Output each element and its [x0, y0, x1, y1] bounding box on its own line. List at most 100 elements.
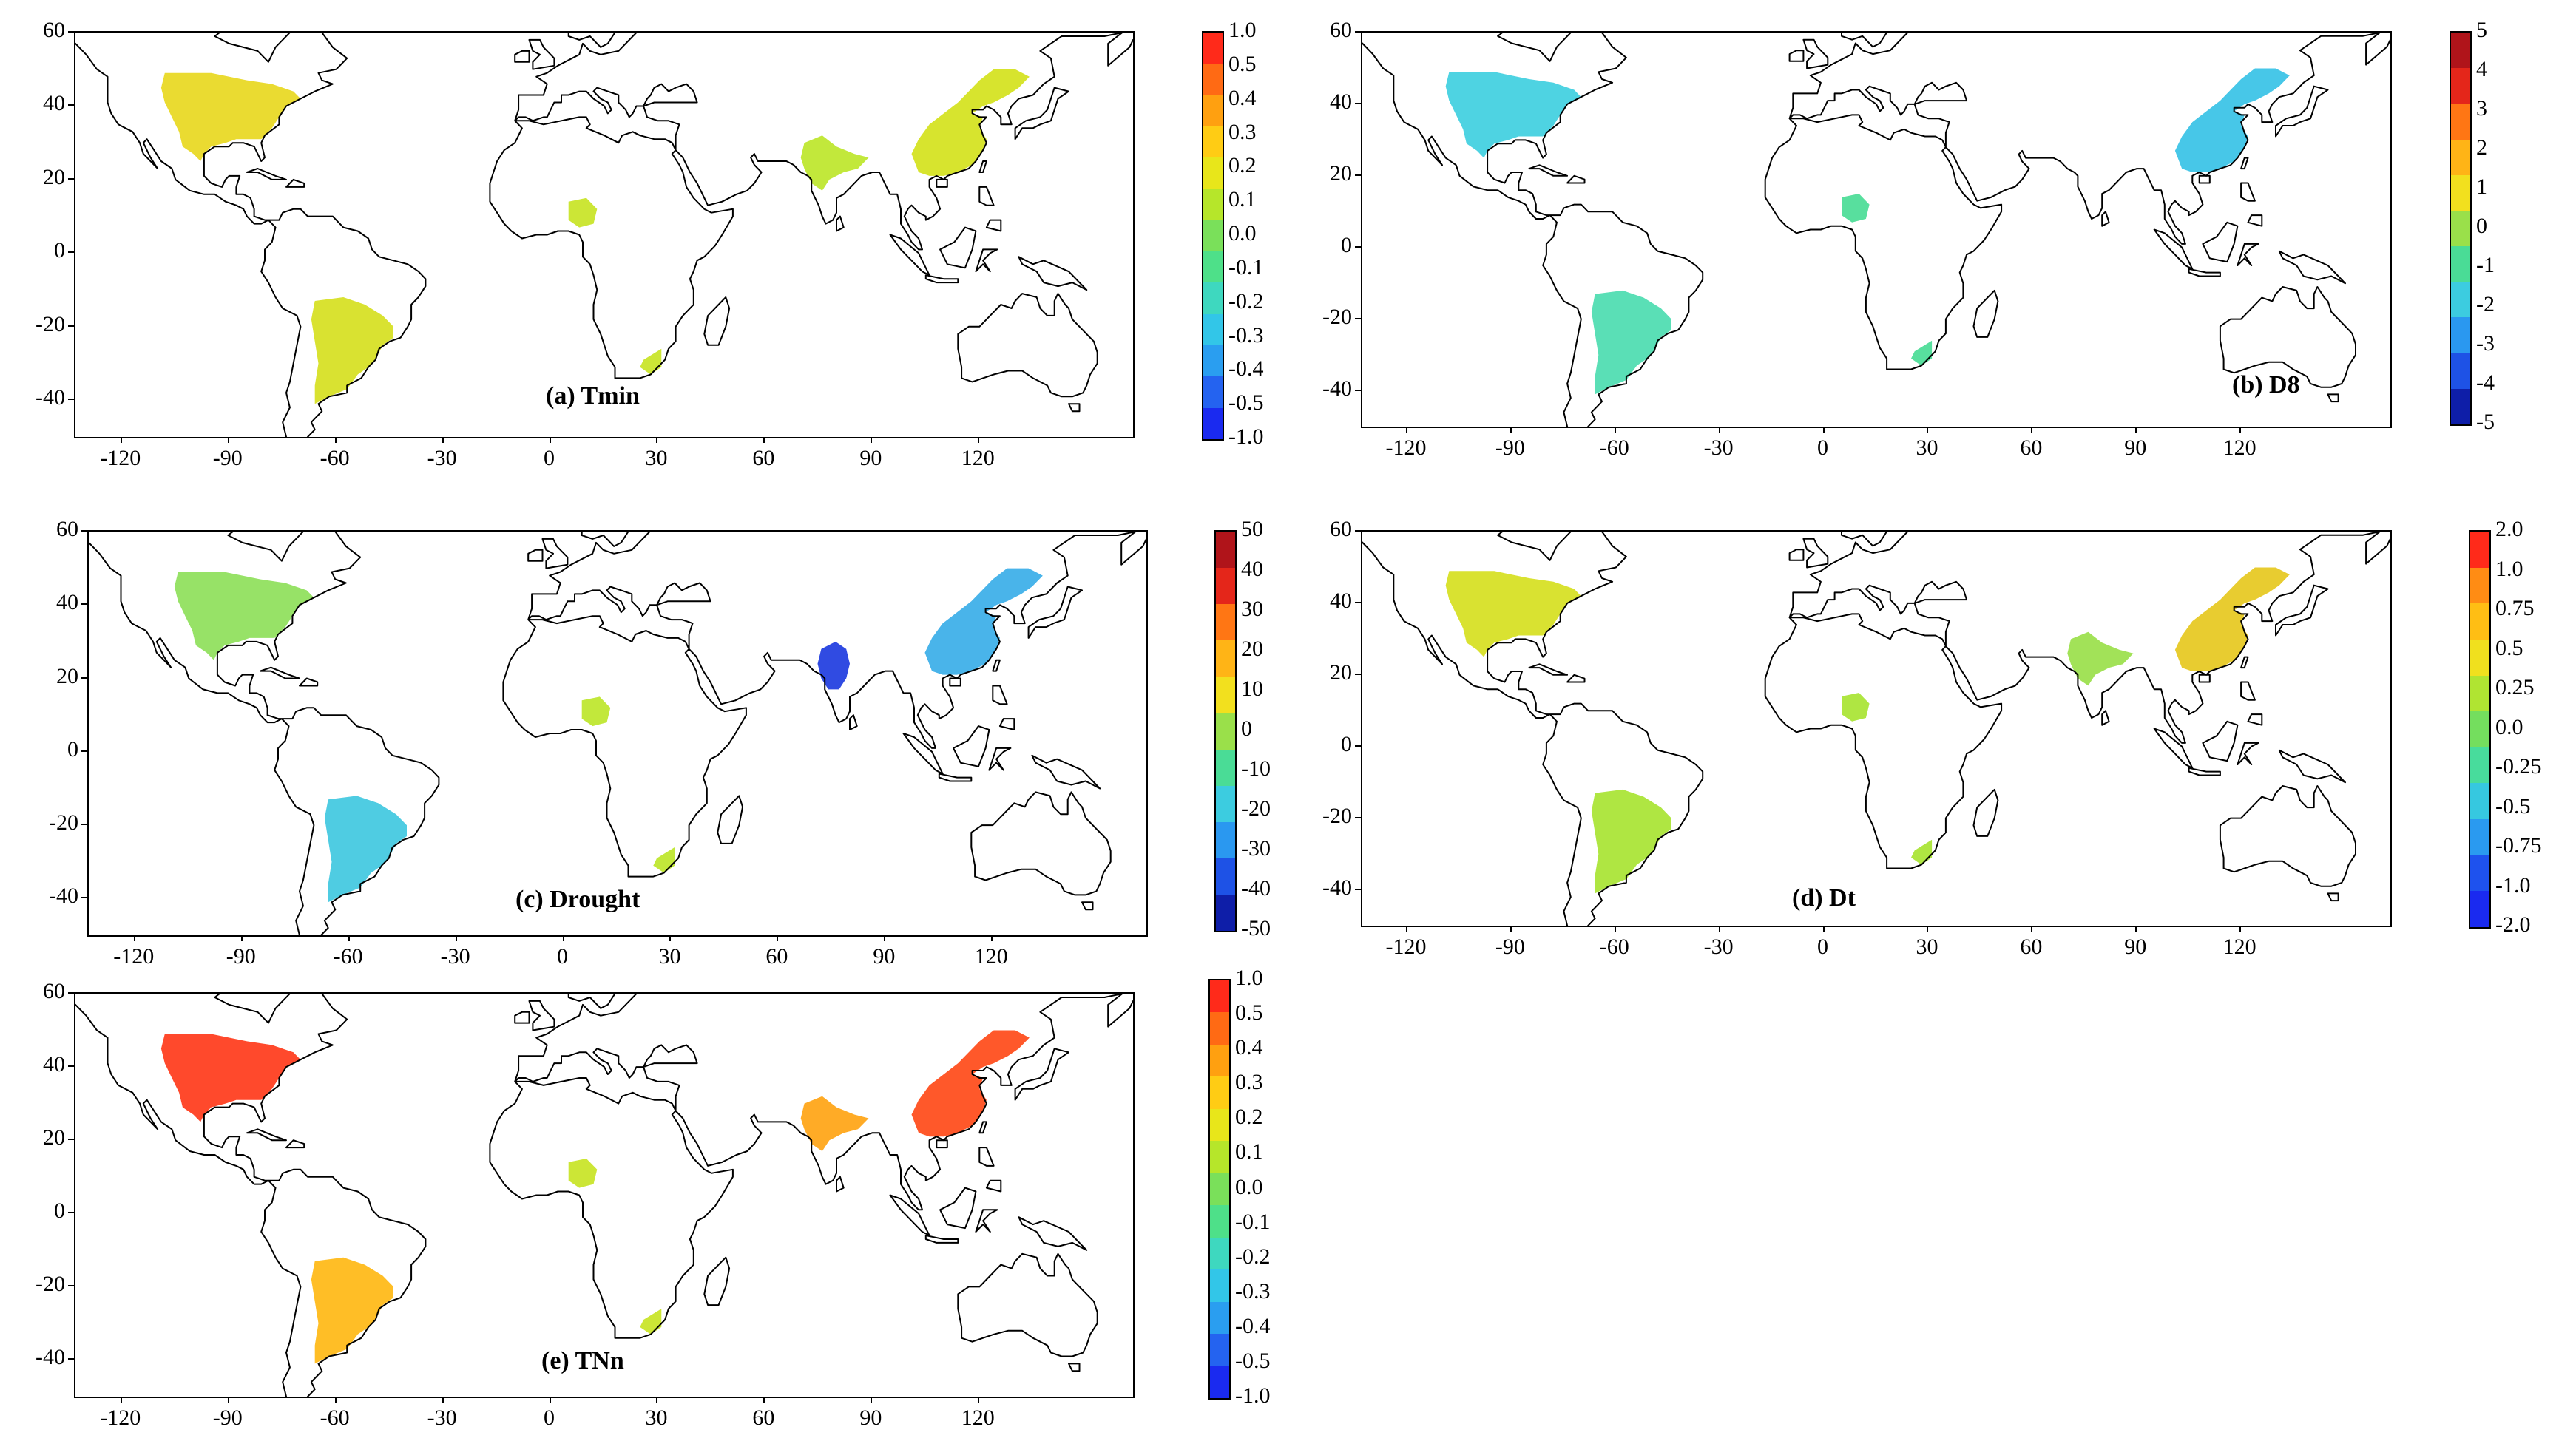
x-tick-mark: [884, 935, 886, 941]
coastline-ireland: [527, 549, 544, 562]
x-tick-label: 30: [658, 944, 681, 969]
x-tick-label: -120: [113, 944, 155, 969]
x-tick-label: -120: [1385, 435, 1427, 460]
colorbar-segment: [2470, 855, 2489, 892]
colorbar-segment: [2451, 68, 2470, 104]
region-africa-patch: [1911, 839, 1933, 865]
coastline-americas: [1362, 33, 1704, 427]
colorbar-tick-label: -2.0: [2495, 912, 2531, 937]
colorbar-tick-label: 4: [2476, 57, 2487, 81]
colorbar-segment: [1216, 894, 1235, 932]
colorbar-tick-label: 0.5: [2495, 635, 2523, 660]
y-tick-label: -40: [1322, 376, 1352, 401]
y-tick-mark: [68, 251, 74, 254]
colorbar-segment: [2451, 104, 2470, 140]
x-tick-label: 120: [961, 1406, 995, 1430]
x-tick-label: 30: [1916, 935, 1938, 959]
y-tick-label: 0: [54, 1198, 65, 1224]
y-tick-mark: [81, 897, 87, 899]
colorbar-tick-label: 10: [1241, 677, 1263, 701]
colorbar-segment: [2470, 747, 2489, 784]
coastline-tasmania: [1068, 1363, 1081, 1372]
x-tick-mark: [1406, 427, 1408, 433]
y-tick-mark: [1355, 816, 1361, 818]
coastline-uk: [528, 38, 555, 70]
y-tick-mark: [81, 677, 87, 679]
colorbar-tick-label: -30: [1241, 836, 1271, 861]
coastline-australia: [2219, 286, 2356, 388]
region-south-america: [1591, 789, 1671, 894]
colorbar-tick-label: 0.3: [1228, 119, 1257, 144]
colorbar-tick-label: 0.2: [1235, 1105, 1263, 1130]
x-tick-mark: [1822, 926, 1825, 932]
x-tick-mark: [549, 437, 551, 443]
colorbar-tick-label: -0.3: [1228, 322, 1264, 347]
coastline-sri-lanka: [849, 714, 858, 730]
map-e: [74, 992, 1135, 1398]
x-tick-mark: [2135, 427, 2137, 433]
colorbar-tick-label: -2: [2476, 292, 2495, 316]
region-east-asia: [924, 568, 1043, 675]
region-south-america: [311, 1257, 393, 1364]
region-africa: [581, 696, 611, 727]
colorbar-segment: [1210, 1237, 1229, 1270]
y-tick-mark: [68, 1139, 74, 1141]
y-tick-mark: [1355, 245, 1361, 248]
x-tick-label: 90: [873, 944, 896, 969]
coastline-cuba: [259, 666, 300, 679]
y-tick-label: 40: [43, 1052, 65, 1077]
x-tick-label: -90: [226, 944, 256, 969]
colorbar-tick-label: 0.4: [1228, 85, 1257, 110]
colorbar-tick-label: 0.1: [1228, 187, 1257, 212]
coastline-tasmania: [1081, 901, 1094, 911]
y-tick-mark: [81, 750, 87, 752]
y-tick-mark: [68, 1212, 74, 1214]
map-d: [1361, 530, 2392, 927]
region-north-america: [1445, 571, 1581, 657]
colorbar-tick-label: 50: [1241, 517, 1263, 541]
coastline-madagascar: [1972, 289, 1999, 338]
x-tick-label: 60: [752, 446, 775, 470]
x-tick-mark: [2031, 926, 2033, 932]
coastline-taiwan: [978, 160, 987, 173]
region-north-america: [174, 572, 314, 660]
coastline-new-guinea: [1018, 1216, 1088, 1251]
coastline-sri-lanka: [2101, 710, 2110, 726]
y-tick-label: 40: [56, 590, 78, 615]
coastline-cuba: [246, 168, 287, 180]
coastline-luzon: [978, 186, 995, 206]
colorbar-tick-label: -1.0: [1235, 1383, 1271, 1408]
y-tick-label: 40: [1330, 89, 1352, 114]
y-tick-label: 20: [43, 164, 65, 189]
coastline-java: [924, 1235, 959, 1244]
coastline-java: [938, 773, 973, 782]
y-tick-mark: [68, 177, 74, 180]
y-tick-mark: [68, 325, 74, 327]
coastline-cuba: [1528, 663, 1569, 676]
colorbar-tick-label: 0.4: [1235, 1035, 1263, 1060]
x-tick-mark: [1510, 926, 1512, 932]
coastline-luzon: [978, 1147, 995, 1167]
colorbar-segment: [2470, 675, 2489, 712]
y-tick-label: -40: [36, 385, 65, 410]
x-tick-label: 60: [765, 944, 788, 969]
y-tick-mark: [1355, 31, 1361, 33]
colorbar-segment: [1216, 677, 1235, 713]
colorbar-tick-label: -4: [2476, 370, 2495, 395]
coastline-java: [2188, 268, 2221, 277]
x-tick-mark: [1614, 926, 1616, 932]
colorbar-segment: [1203, 33, 1223, 64]
coastline-java: [924, 274, 959, 284]
coastline-mindanao: [2247, 214, 2263, 227]
colorbar-tick-label: 1.0: [1228, 18, 1257, 42]
y-tick-label: -20: [49, 810, 78, 835]
y-tick-mark: [1355, 174, 1361, 176]
colorbar-tick-label: -0.1: [1235, 1209, 1271, 1234]
x-tick-mark: [442, 1397, 444, 1403]
coastline-australia: [957, 1252, 1098, 1357]
x-tick-mark: [978, 1397, 980, 1403]
colorbar-segment: [2470, 891, 2489, 928]
map-c: [87, 530, 1148, 937]
y-tick-label: 20: [43, 1125, 65, 1150]
colorbar-tick-label: -5: [2476, 410, 2495, 434]
